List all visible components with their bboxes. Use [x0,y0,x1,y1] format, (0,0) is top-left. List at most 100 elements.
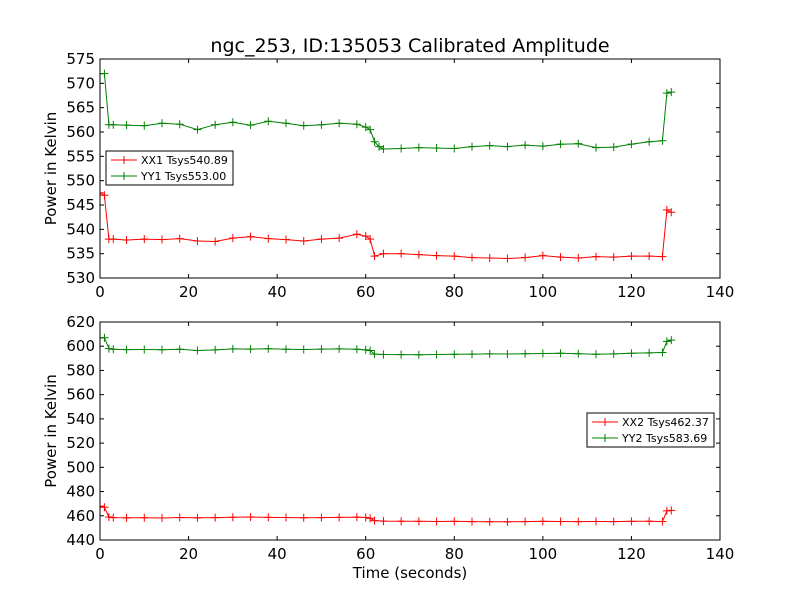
data-point [468,142,476,151]
data-point [658,252,667,261]
data-point [662,506,671,515]
data-point [228,234,237,243]
data-point [609,349,618,358]
data-point [228,344,237,353]
data-point [414,517,423,526]
data-point [503,349,512,358]
data-point [414,250,423,259]
data-point [627,252,636,261]
data-point [379,350,388,359]
y-tick-label: 480 [66,483,95,501]
legend-swatch-marker [601,434,609,442]
y-tick-label: 440 [66,531,95,549]
plot-frame [99,58,721,279]
data-point [246,121,255,130]
data-point [317,513,326,522]
y-tick-label: 560 [66,386,95,404]
data-point [299,513,308,522]
x-tick-label: 0 [95,545,105,563]
data-point [450,144,459,153]
data-point [282,513,290,522]
data-point [193,125,202,134]
x-axis-label: Time (seconds) [352,564,468,582]
data-point [538,142,547,151]
data-point [175,513,184,522]
data-point [264,513,273,522]
data-point [100,188,104,197]
data-point [109,120,118,129]
data-point [264,344,273,353]
data-point [556,140,565,149]
data-point [299,121,308,130]
data-point [317,345,326,354]
y-tick-label: 500 [66,458,95,476]
x-tick-label: 140 [706,545,735,563]
legend: XX2 Tsys462.37 YY2 Tsys583.69 [586,412,715,448]
data-point [228,513,237,522]
series-line [100,73,672,150]
data-point [175,120,184,129]
data-point [264,234,273,243]
data-point [379,249,388,258]
legend-swatch-marker [120,156,128,164]
data-point [521,141,530,150]
data-point [100,69,109,78]
data-point [352,513,361,522]
data-point [158,235,166,244]
data-point [352,345,361,354]
series-line [100,505,672,523]
data-point [100,333,109,342]
data-point [361,513,370,522]
data-point [366,235,375,244]
data-point [370,350,379,359]
data-point [627,140,636,149]
data-point [667,336,676,345]
data-point [370,137,379,146]
data-point [317,120,326,129]
data-point [521,517,530,526]
data-point [264,117,273,126]
legend-label: XX1 Tsys540.89 [141,154,228,167]
y-tick-label: 530 [66,269,95,287]
x-tick-label: 100 [529,283,558,301]
legend-label: YY2 Tsys583.69 [621,432,707,445]
data-point [503,254,512,263]
data-point [450,517,459,526]
data-point [122,236,131,245]
data-point [246,512,255,521]
legend-box [586,412,715,448]
data-point [592,350,600,359]
data-point [282,345,290,354]
data-point [397,350,406,359]
legend-label: YY1 Tsys553.00 [140,170,226,183]
data-point [175,345,184,354]
data-point [366,346,375,355]
y-tick-label: 620 [66,313,95,331]
data-point [299,345,308,354]
data-point [193,513,202,522]
series-1-1 [100,333,676,359]
data-point [397,249,406,258]
data-point [335,119,344,128]
data-point [503,142,512,151]
data-point [366,514,375,523]
data-point [193,237,202,246]
legend-swatch-marker [120,172,128,180]
data-point [667,506,676,515]
data-point [109,513,118,522]
data-point [609,143,618,152]
data-point [468,253,476,262]
data-point [158,119,166,128]
data-point [282,235,290,244]
data-point [574,139,583,148]
data-point [592,252,600,261]
x-tick-label: 80 [445,283,464,301]
data-point [485,254,494,263]
data-point [658,348,667,357]
data-point [468,517,476,526]
data-point [122,121,131,130]
data-point [158,345,166,354]
data-point [211,345,220,354]
x-tick-label: 0 [95,283,105,301]
